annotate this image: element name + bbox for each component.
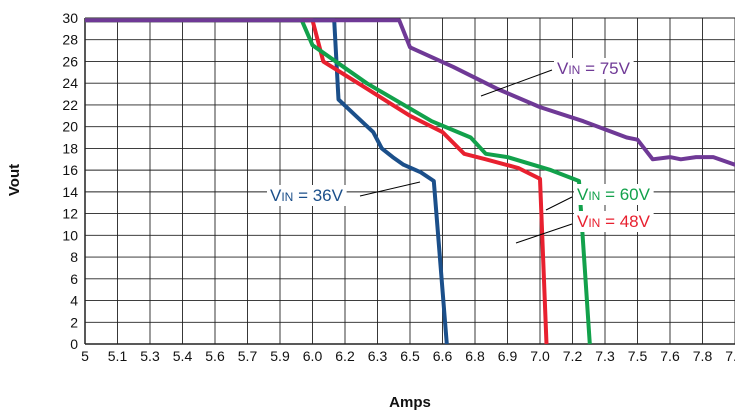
series-label-background	[574, 211, 654, 232]
grid	[84, 17, 735, 345]
x-tick-label: 7.5	[628, 348, 648, 364]
y-tick-label: 2	[70, 314, 78, 330]
x-tick-label: 5.4	[173, 348, 193, 364]
x-tick-label: 7.8	[693, 348, 713, 364]
y-tick-label: 22	[62, 97, 78, 113]
y-tick-label: 26	[62, 53, 78, 69]
x-tick-label: 6.5	[400, 348, 420, 364]
series-label-background	[574, 184, 654, 205]
y-tick-label: 20	[62, 119, 78, 135]
series-label-2: VIN = 48V	[577, 212, 651, 231]
y-tick-label: 12	[62, 206, 78, 222]
x-tick-label: 6.6	[433, 348, 453, 364]
x-tick-label: 6.2	[335, 348, 355, 364]
y-tick-label: 14	[62, 184, 78, 200]
x-tick-label: 6.9	[498, 348, 518, 364]
series-lines	[85, 18, 735, 345]
x-tick-label: 5.7	[238, 348, 258, 364]
x-tick-label: 5.1	[108, 348, 128, 364]
x-tick-label: 7.2	[563, 348, 583, 364]
y-tick-label: 4	[70, 293, 78, 309]
y-tick-label: 8	[70, 249, 78, 265]
x-tick-label: 7.9	[725, 348, 735, 364]
x-tick-label: 5.9	[270, 348, 290, 364]
x-tick-label: 6.8	[465, 348, 485, 364]
y-tick-label: 0	[70, 336, 78, 352]
series-line-1	[85, 18, 449, 345]
y-tick-label: 28	[62, 32, 78, 48]
x-tick-label: 6.0	[303, 348, 323, 364]
series-label-leader	[545, 196, 573, 211]
series-line-2	[85, 18, 549, 345]
series-line-3	[85, 18, 592, 345]
series-label-leader	[515, 223, 573, 244]
x-tick-label: 7.3	[595, 348, 615, 364]
y-tick-label: 16	[62, 162, 78, 178]
x-tick-label: 5.3	[140, 348, 160, 364]
series-label-leader	[359, 181, 421, 197]
x-tick-label: 7.0	[530, 348, 550, 364]
y-tick-label: 6	[70, 271, 78, 287]
series-label-4: VIN = 75V	[557, 59, 631, 78]
series-labels: VIN = 36V VIN = 48V VIN = 60V VIN = 75V	[267, 58, 654, 244]
series-label-leader	[480, 69, 553, 97]
series-label-background	[267, 185, 347, 206]
x-tick-label: 5.6	[205, 348, 225, 364]
x-axis-title: Amps	[389, 394, 431, 411]
y-tick-label: 24	[62, 75, 78, 91]
series-label-background	[554, 58, 634, 79]
y-tick-label: 18	[62, 140, 78, 156]
series-line-4	[85, 18, 735, 167]
x-tick-label: 6.3	[368, 348, 388, 364]
x-tick-label: 7.6	[660, 348, 680, 364]
y-tick-label: 30	[62, 10, 78, 26]
x-axis-ticks: 5 5.1 5.3 5.4 5.6 5.7 5.9 6.0 6.2 6.3 6.5 6.6 6.8 6.9…	[81, 348, 735, 364]
y-tick-label: 10	[62, 227, 78, 243]
series-label-1: VIN = 36V	[270, 186, 344, 205]
series-label-3: VIN = 60V	[577, 185, 651, 204]
x-tick-label: 5	[81, 348, 89, 364]
y-axis-title: Vout	[6, 164, 23, 196]
